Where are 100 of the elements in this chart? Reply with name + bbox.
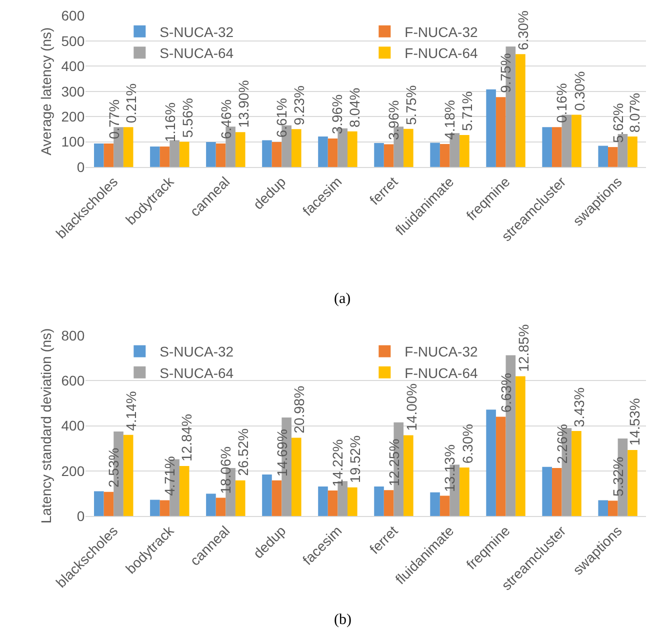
annotation: 14.53%	[626, 398, 643, 446]
bar	[216, 498, 226, 516]
bar	[179, 142, 190, 167]
bar	[235, 132, 246, 167]
bar	[572, 431, 582, 516]
annotation: 9.75%	[498, 53, 514, 93]
bar	[496, 416, 506, 516]
bar	[374, 486, 384, 516]
bar	[384, 144, 394, 167]
legend-label: S-NUCA-64	[160, 364, 234, 381]
bar	[262, 474, 272, 516]
annotation: 6.30%	[515, 10, 532, 50]
bar	[516, 54, 526, 167]
bar	[318, 136, 328, 167]
bar	[170, 140, 180, 167]
bar	[598, 500, 608, 516]
bar	[440, 496, 450, 516]
annotation: 3.43%	[571, 387, 588, 428]
bar	[404, 128, 414, 167]
bar	[486, 89, 496, 167]
annotation: 2.53%	[106, 448, 122, 488]
bar	[328, 490, 338, 516]
bar	[206, 494, 216, 516]
bar	[94, 144, 104, 167]
bar	[328, 138, 338, 167]
y-tick-label: 400	[61, 418, 85, 434]
bar	[262, 140, 272, 167]
annotation: 0.30%	[571, 71, 588, 111]
annotation: 0.77%	[106, 99, 122, 140]
y-tick-label: 0	[76, 158, 85, 175]
annotation: 6.63%	[498, 372, 514, 413]
annotation: 8.04%	[346, 88, 363, 128]
y-tick-label: 300	[61, 83, 85, 100]
text: (b)	[334, 612, 352, 628]
annotation: 1.16%	[162, 102, 178, 142]
bar	[628, 136, 638, 167]
legend-label: F-NUCA-64	[404, 364, 478, 381]
bar	[516, 376, 526, 516]
annotation: 6.46%	[218, 99, 234, 140]
annotation: 8.07%	[626, 92, 643, 133]
bar	[216, 144, 226, 167]
bar	[104, 144, 114, 167]
y-tick-label: 600	[61, 372, 85, 389]
bar	[486, 410, 496, 516]
bar	[598, 146, 608, 167]
annotation: 2.26%	[554, 424, 570, 464]
bar	[150, 500, 160, 516]
bar	[608, 500, 618, 516]
annotation: 6.30%	[460, 424, 476, 464]
bar	[318, 486, 328, 516]
y-tick-label: 400	[61, 58, 85, 74]
annotation: 4.18%	[442, 100, 458, 140]
annotation: 5.71%	[459, 91, 476, 132]
bar	[272, 480, 282, 516]
legend-label: F-NUCA-32	[404, 344, 478, 360]
bar	[179, 466, 190, 516]
annotation: 12.84%	[178, 414, 195, 462]
y-tick-label: 200	[61, 108, 85, 124]
bar	[291, 129, 302, 167]
annotation: 18.06%	[217, 446, 234, 494]
y-tick-label: 600	[61, 8, 85, 24]
y-tick-label: 500	[61, 32, 85, 49]
legend-label: S-NUCA-32	[160, 24, 234, 40]
bar	[430, 492, 440, 516]
bar	[104, 492, 114, 516]
bar	[496, 97, 506, 167]
annotation: 5.62%	[610, 103, 626, 143]
bar	[374, 143, 384, 167]
bar	[542, 466, 552, 516]
legend-label: S-NUCA-64	[160, 45, 234, 62]
bar	[123, 434, 134, 516]
annotation: 14.22%	[330, 439, 346, 487]
bar	[460, 134, 470, 167]
bar	[123, 127, 134, 167]
bar	[160, 146, 170, 167]
y-tick-label: 100	[61, 134, 85, 150]
annotation: 6.61%	[274, 98, 290, 138]
annotation: 3.96%	[385, 100, 402, 140]
bar	[291, 438, 302, 516]
bar	[628, 450, 638, 516]
bar	[460, 468, 470, 516]
annotation: 0.21%	[122, 83, 139, 124]
bar	[206, 142, 216, 167]
bar	[404, 435, 414, 516]
bar	[552, 127, 562, 167]
annotation: 12.25%	[386, 438, 402, 486]
legend-label: F-NUCA-32	[404, 24, 478, 40]
annotation: 12.85%	[515, 324, 532, 372]
bar	[608, 147, 618, 167]
bar	[440, 144, 450, 167]
y-axis-title: Average latency (ns)	[38, 27, 54, 156]
bar	[150, 146, 160, 167]
annotation: 9.23%	[290, 85, 307, 126]
annotation: 3.96%	[329, 94, 346, 134]
legend-label: S-NUCA-32	[160, 344, 234, 360]
annotation: 14.00%	[403, 383, 420, 431]
annotation: 5.32%	[610, 456, 626, 496]
annotation: 4.14%	[123, 391, 140, 431]
bar	[272, 142, 282, 167]
annotation: 26.52%	[235, 428, 252, 476]
